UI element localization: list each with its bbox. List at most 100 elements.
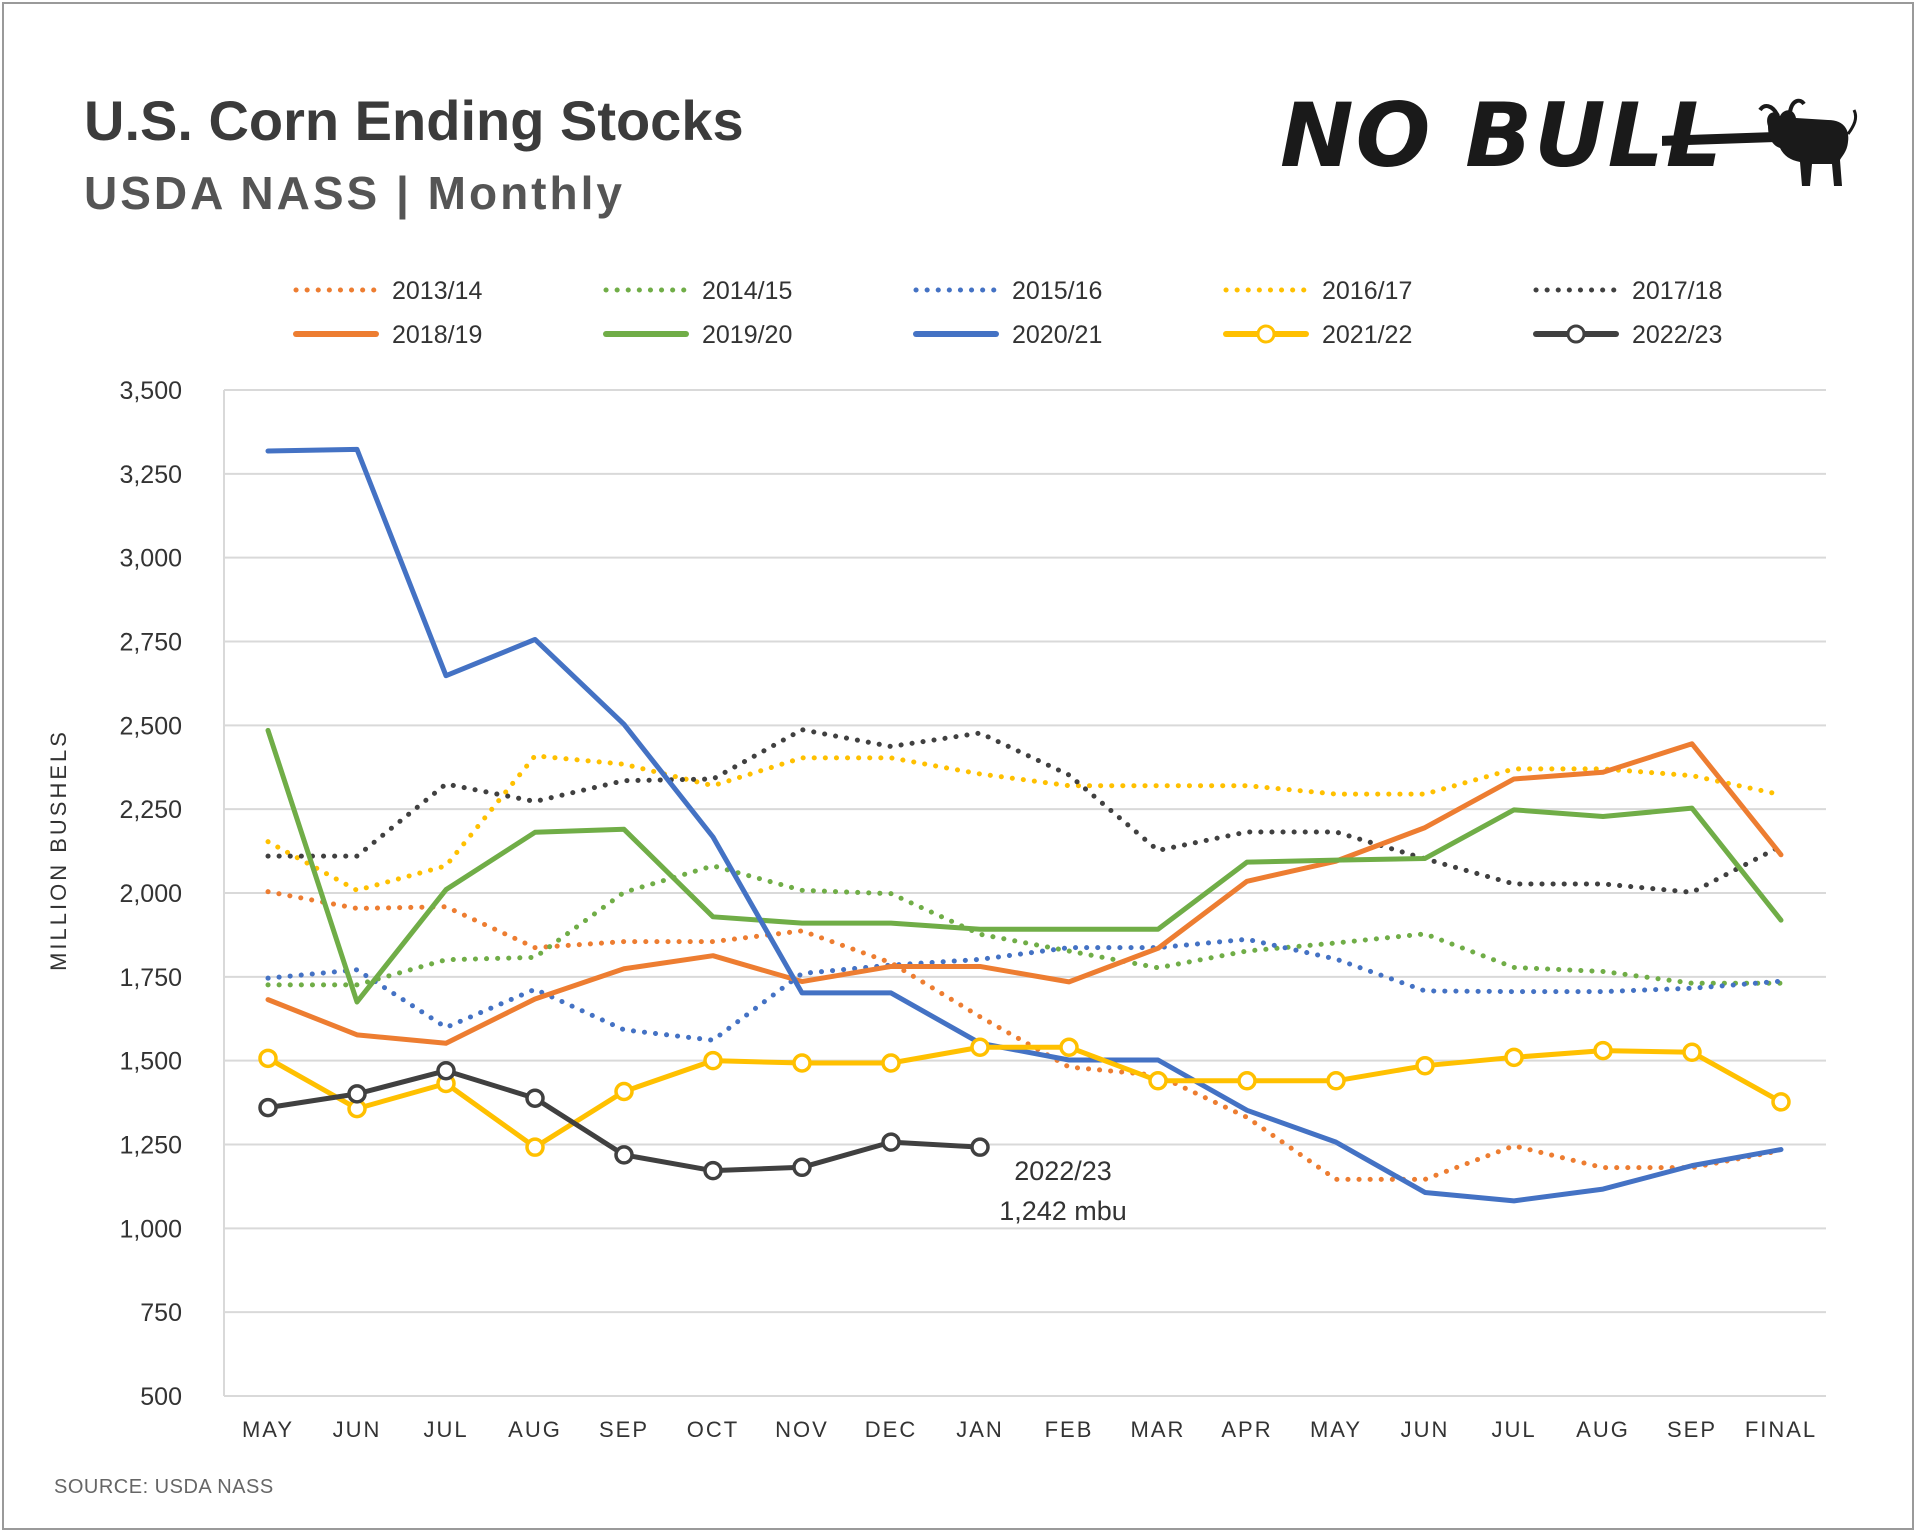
source-note: SOURCE: USDA NASS: [54, 1476, 274, 1498]
series-line-2017-18: [265, 727, 1784, 895]
data-point-2021-22-6: [792, 1053, 812, 1073]
series-2017-18: [265, 727, 1784, 895]
series-line-2015-16: [265, 936, 1784, 1043]
legend: 2013/14 2014/15 2015/16 2016/17 2017/18 2018/…: [293, 277, 1722, 349]
annotation-value-label: 1,242 mbu: [999, 1196, 1127, 1226]
data-point-2021-22-0: [258, 1048, 278, 1069]
y-tick-label-500: 500: [140, 1383, 182, 1411]
x-tick-label-11: APR: [1221, 1417, 1272, 1442]
legend-label-2016-17: 2016/17: [1322, 277, 1412, 305]
data-point-2022-23-1: [347, 1084, 367, 1104]
grid-layer: 500 750 1,000 1,250 1,500 1,750 2,000 2,250 2,50…: [119, 377, 1826, 1442]
y-tick-label-1250: 1,250: [119, 1132, 182, 1160]
data-point-2021-22-13: [1415, 1055, 1435, 1076]
x-tick-label-16: SEP: [1667, 1417, 1717, 1442]
x-tick-label-3: AUG: [508, 1417, 562, 1442]
legend-item-2019-20: 2019/20: [603, 321, 792, 349]
data-point-2022-23-3: [525, 1088, 545, 1108]
data-point-2022-23-6: [792, 1157, 812, 1178]
legend-item-2014-15: 2014/15: [603, 277, 792, 305]
data-point-2021-22-3: [525, 1137, 545, 1157]
legend-item-2016-17: 2016/17: [1223, 277, 1412, 305]
y-tick-label-3250: 3,250: [119, 461, 182, 489]
series-2019-20: [265, 727, 1784, 1005]
data-point-2022-23-2: [436, 1060, 456, 1081]
legend-label-2015-16: 2015/16: [1012, 277, 1102, 305]
chart-subtitle: USDA NASS | Monthly: [84, 167, 625, 219]
x-tick-label-17: FINAL: [1745, 1417, 1817, 1442]
series-2021-22: [258, 1037, 1791, 1157]
y-tick-label-3500: 3,500: [119, 377, 182, 405]
data-point-2021-22-17: [1771, 1092, 1791, 1112]
legend-label-2018-19: 2018/19: [392, 321, 482, 349]
data-point-2021-22-7: [881, 1053, 901, 1073]
series-line-2019-20: [265, 727, 1784, 1005]
x-tick-label-1: JUN: [333, 1417, 382, 1442]
legend-item-2020-21: 2020/21: [913, 321, 1102, 349]
series-line-2014-15: [265, 863, 1784, 988]
legend-label-2014-15: 2014/15: [702, 277, 792, 305]
y-tick-label-2000: 2,000: [119, 880, 182, 908]
legend-item-2017-18: 2017/18: [1533, 277, 1722, 305]
data-point-2022-23-7: [881, 1132, 901, 1152]
legend-label-2020-21: 2020/21: [1012, 321, 1102, 349]
legend-item-2013-14: 2013/14: [293, 277, 482, 305]
x-tick-label-6: NOV: [775, 1417, 829, 1442]
chart-title: U.S. Corn Ending Stocks: [84, 89, 744, 152]
x-tick-label-10: MAR: [1131, 1417, 1186, 1442]
annotation-series-label: 2022/23: [1014, 1156, 1112, 1186]
data-point-2021-22-10: [1148, 1071, 1168, 1091]
series-2020-21: [265, 446, 1784, 1204]
data-point-2022-23-8: [970, 1137, 990, 1157]
x-tick-label-9: FEB: [1045, 1417, 1094, 1442]
x-tick-label-12: MAY: [1310, 1417, 1362, 1442]
x-tick-label-7: DEC: [865, 1417, 917, 1442]
series-line-2021-22: [265, 1044, 1784, 1150]
data-point-2021-22-15: [1593, 1040, 1613, 1061]
series-line-2018-19: [265, 741, 1784, 1046]
data-point-2021-22-8: [970, 1037, 990, 1058]
series-2014-15: [265, 863, 1784, 988]
x-tick-label-8: JAN: [956, 1417, 1004, 1442]
y-axis-label: MILLION BUSHELS: [46, 729, 71, 971]
legend-item-2022-23: 2022/23: [1533, 321, 1722, 349]
legend-label-2021-22: 2021/22: [1322, 321, 1412, 349]
data-point-2021-22-12: [1326, 1071, 1346, 1091]
data-point-2021-22-11: [1237, 1071, 1257, 1091]
bull-icon: [1758, 98, 1858, 186]
x-tick-label-14: JUL: [1491, 1417, 1536, 1442]
y-tick-label-2500: 2,500: [119, 712, 182, 740]
series-line-2016-17: [265, 753, 1784, 893]
series-line-2013-14: [265, 889, 1784, 1182]
legend-label-2019-20: 2019/20: [702, 321, 792, 349]
series-2016-17: [265, 753, 1784, 893]
legend-item-2018-19: 2018/19: [293, 321, 482, 349]
data-point-2021-22-16: [1682, 1042, 1702, 1063]
data-point-2021-22-9: [1059, 1037, 1079, 1058]
y-tick-label-2250: 2,250: [119, 796, 182, 824]
data-point-2021-22-14: [1504, 1047, 1524, 1068]
legend-item-2021-22: 2021/22: [1223, 321, 1412, 349]
y-tick-label-2750: 2,750: [119, 629, 182, 657]
series-2013-14: [265, 889, 1784, 1182]
data-point-2022-23-5: [703, 1160, 723, 1181]
series-2018-19: [265, 741, 1784, 1046]
x-tick-label-5: OCT: [687, 1417, 739, 1442]
data-point-2021-22-5: [703, 1050, 723, 1071]
x-tick-label-0: MAY: [242, 1417, 294, 1442]
brand-logo: NO BULL: [1280, 86, 1858, 196]
x-tick-label-15: AUG: [1576, 1417, 1630, 1442]
legend-marker-2022-23: [1566, 324, 1586, 344]
y-tick-label-750: 750: [140, 1299, 182, 1327]
x-tick-label-13: JUN: [1401, 1417, 1450, 1442]
y-tick-label-3000: 3,000: [119, 545, 182, 573]
series-layer: [258, 446, 1791, 1204]
legend-marker-2021-22: [1256, 324, 1276, 344]
series-2015-16: [265, 936, 1784, 1043]
y-tick-label-1500: 1,500: [119, 1048, 182, 1076]
data-point-2022-23-4: [614, 1145, 634, 1165]
x-tick-label-2: JUL: [423, 1417, 468, 1442]
legend-label-2017-18: 2017/18: [1632, 277, 1722, 305]
legend-item-2015-16: 2015/16: [913, 277, 1102, 305]
